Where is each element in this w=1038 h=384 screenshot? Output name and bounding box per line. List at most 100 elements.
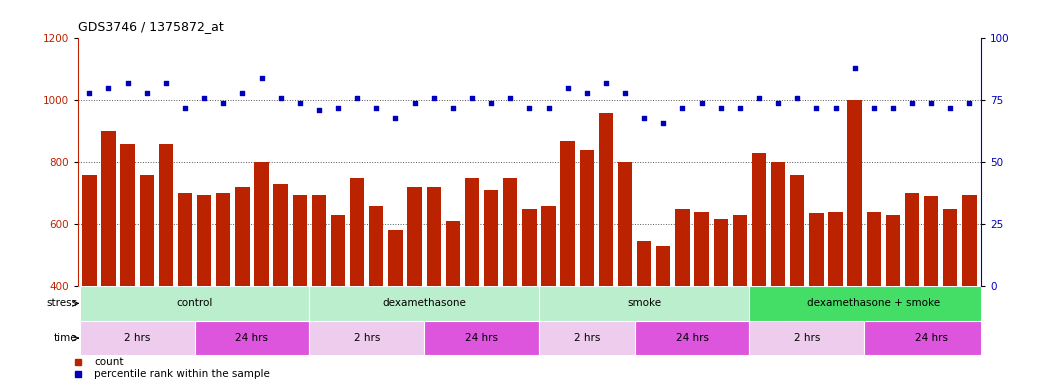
Point: [138, 90, 155, 96]
Bar: [139, 175, 154, 286]
Point: [846, 65, 863, 71]
Bar: [445, 221, 460, 286]
Bar: [810, 213, 823, 286]
Text: time: time: [54, 333, 78, 343]
Bar: [388, 230, 403, 286]
Point: [693, 100, 710, 106]
Bar: [120, 144, 135, 286]
Bar: [944, 209, 957, 286]
Text: 2 hrs: 2 hrs: [354, 333, 380, 343]
Bar: [273, 184, 288, 286]
Point: [310, 107, 327, 113]
Bar: [254, 162, 269, 286]
Point: [540, 105, 556, 111]
Bar: [749, 321, 865, 356]
Text: dexamethasone: dexamethasone: [382, 298, 466, 308]
Bar: [407, 187, 421, 286]
Bar: [637, 241, 652, 286]
Text: 24 hrs: 24 hrs: [465, 333, 498, 343]
Point: [578, 90, 595, 96]
Point: [176, 105, 193, 111]
Bar: [293, 195, 307, 286]
Text: 2 hrs: 2 hrs: [794, 333, 820, 343]
Bar: [159, 144, 173, 286]
Bar: [80, 321, 194, 356]
Bar: [542, 205, 555, 286]
Text: 24 hrs: 24 hrs: [914, 333, 948, 343]
Point: [770, 100, 787, 106]
Text: 2 hrs: 2 hrs: [124, 333, 151, 343]
Bar: [370, 205, 383, 286]
Bar: [924, 196, 938, 286]
Bar: [350, 178, 364, 286]
Text: 24 hrs: 24 hrs: [236, 333, 269, 343]
Bar: [847, 100, 862, 286]
Point: [521, 105, 538, 111]
Point: [215, 100, 231, 106]
Bar: [752, 153, 766, 286]
Point: [235, 90, 251, 96]
Point: [674, 105, 690, 111]
Point: [559, 85, 576, 91]
Bar: [216, 193, 230, 286]
Bar: [676, 209, 689, 286]
Text: dexamethasone + smoke: dexamethasone + smoke: [808, 298, 940, 308]
Point: [884, 105, 901, 111]
Bar: [905, 193, 920, 286]
Text: percentile rank within the sample: percentile rank within the sample: [94, 369, 270, 379]
Bar: [618, 162, 632, 286]
Point: [426, 95, 442, 101]
Bar: [790, 175, 804, 286]
Point: [387, 114, 404, 121]
Bar: [484, 190, 498, 286]
Text: count: count: [94, 357, 124, 367]
Bar: [194, 321, 309, 356]
Bar: [599, 113, 613, 286]
Point: [330, 105, 347, 111]
Point: [598, 80, 614, 86]
Point: [636, 114, 653, 121]
Point: [81, 90, 98, 96]
Bar: [771, 162, 786, 286]
Bar: [427, 187, 441, 286]
Point: [750, 95, 767, 101]
Point: [655, 119, 672, 126]
Point: [444, 105, 461, 111]
Bar: [694, 212, 709, 286]
Text: smoke: smoke: [627, 298, 661, 308]
Bar: [102, 131, 115, 286]
Bar: [311, 195, 326, 286]
Point: [961, 100, 978, 106]
Bar: [539, 321, 634, 356]
Bar: [713, 220, 728, 286]
Point: [866, 105, 882, 111]
Bar: [656, 246, 671, 286]
Bar: [309, 286, 539, 321]
Point: [483, 100, 499, 106]
Point: [272, 95, 289, 101]
Text: stress: stress: [47, 298, 78, 308]
Text: control: control: [176, 298, 213, 308]
Bar: [867, 212, 881, 286]
Bar: [579, 150, 594, 286]
Bar: [236, 187, 249, 286]
Bar: [82, 175, 97, 286]
Bar: [749, 286, 999, 321]
Bar: [309, 321, 425, 356]
Point: [349, 95, 365, 101]
Bar: [522, 209, 537, 286]
Text: 24 hrs: 24 hrs: [676, 333, 709, 343]
Point: [464, 95, 481, 101]
Point: [196, 95, 213, 101]
Bar: [539, 286, 749, 321]
Point: [617, 90, 633, 96]
Bar: [828, 212, 843, 286]
Bar: [503, 178, 517, 286]
Bar: [561, 141, 575, 286]
Point: [406, 100, 422, 106]
Bar: [425, 321, 539, 356]
Bar: [865, 321, 999, 356]
Point: [732, 105, 748, 111]
Bar: [177, 193, 192, 286]
Bar: [331, 215, 346, 286]
